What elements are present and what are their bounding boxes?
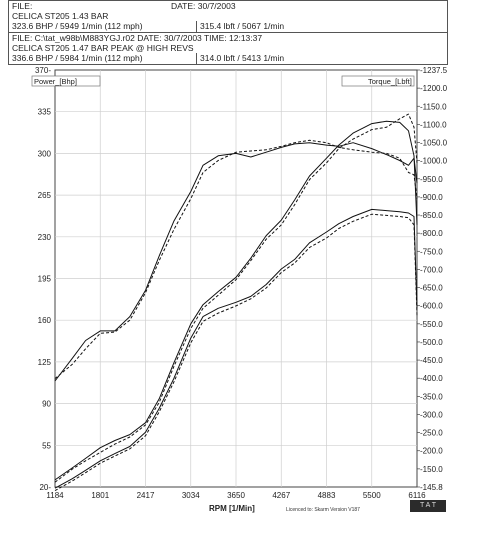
header1-peak-torque: 315.4 lbft / 5067 1/min xyxy=(200,21,285,31)
left-tick-label: 370- xyxy=(35,66,51,75)
x-axis-label: RPM [1/Min] xyxy=(209,504,255,513)
right-tick-label: -700.0 xyxy=(420,265,443,274)
left-axis-label: Power_[Bhp] xyxy=(34,77,77,86)
right-axis-label-box xyxy=(341,75,415,87)
left-tick-label: 55 xyxy=(42,441,51,450)
right-tick-label: -900.0 xyxy=(420,193,443,202)
x-tick-label: 4267 xyxy=(272,491,290,500)
right-tick-label: -850.0 xyxy=(420,211,443,220)
curve-power-2-solid xyxy=(54,208,418,489)
left-tick-label: 195 xyxy=(38,275,52,284)
header2-divider xyxy=(196,53,197,64)
right-tick-label: -200.0 xyxy=(420,447,443,456)
x-tick-label: 5500 xyxy=(363,491,381,500)
left-tick-label: 265 xyxy=(38,191,52,200)
x-tick-label: 3650 xyxy=(227,491,245,500)
right-tick-label: -600.0 xyxy=(420,302,443,311)
right-tick-label: -500.0 xyxy=(420,338,443,347)
left-tick-label: 125 xyxy=(38,358,52,367)
curves xyxy=(54,113,418,492)
x-axis-ticks: 1184 1801 2417 3034 3650 4267 4883 5500 6116 xyxy=(46,491,426,500)
left-axis-label-box xyxy=(31,75,101,87)
header1-title: CELICA ST205 1.43 BAR xyxy=(12,11,109,21)
right-tick-label: -800.0 xyxy=(420,229,443,238)
run-header-2: FILE: C:\tat_w98b\M883YGJ.r02 DATE: 30/7… xyxy=(8,32,448,65)
curve-power-dashed xyxy=(54,113,418,483)
left-tick-label: 160 xyxy=(38,316,52,325)
header2-peak-torque: 314.0 lbft / 5413 1/min xyxy=(200,53,285,63)
left-tick-label: 230 xyxy=(38,233,52,242)
x-tick-label: 1801 xyxy=(91,491,109,500)
right-tick-label: -1237.5 xyxy=(420,66,448,75)
right-tick-label: -350.0 xyxy=(420,392,443,401)
right-tick-label: -1200.0 xyxy=(420,84,448,93)
header2-peak-power: 336.6 BHP / 5984 1/min (112 mph) xyxy=(12,53,143,63)
x-tick-label: 2417 xyxy=(137,491,155,500)
grid xyxy=(55,70,417,487)
left-axis-ticks: 20- 55 90 125 160 195 230 265 300 335 370- xyxy=(35,66,52,492)
right-tick-label: -250.0 xyxy=(420,429,443,438)
header1-file: FILE: xyxy=(12,1,33,11)
header1-date: DATE: 30/7/2003 xyxy=(171,1,236,11)
right-tick-label: -300.0 xyxy=(420,410,443,419)
left-tick-label: 335 xyxy=(38,108,52,117)
header1-divider xyxy=(196,21,197,32)
left-tick-label: 90 xyxy=(42,400,51,409)
curve-power-2-dashed xyxy=(54,213,418,492)
header2-file: FILE: C:\tat_w98b\M883YGJ.r02 DATE: 30/7… xyxy=(12,33,263,43)
right-tick-label: -450.0 xyxy=(420,356,443,365)
right-tick-label: -400.0 xyxy=(420,374,443,383)
licence-text: Licenced to: Skarm Version V187 xyxy=(286,507,360,513)
right-tick-label: -950.0 xyxy=(420,175,443,184)
tat-badge: T A T xyxy=(410,500,446,512)
x-tick-label: 1184 xyxy=(46,491,64,500)
curve-torque-dashed xyxy=(54,139,418,379)
right-axis-ticks: -145.8 -150.0 -200.0 -250.0 -300.0 -350.0 -400… xyxy=(417,66,448,492)
right-tick-label: -1100.0 xyxy=(420,120,447,129)
x-tick-label: 3034 xyxy=(182,491,200,500)
right-tick-label: -145.8 xyxy=(420,483,443,492)
right-tick-label: -550.0 xyxy=(420,320,443,329)
right-axis-label: Torque_[Lbft] xyxy=(368,77,412,86)
header1-peak-power: 323.6 BHP / 5949 1/min (112 mph) xyxy=(12,21,143,31)
right-tick-label: -750.0 xyxy=(420,247,443,256)
right-tick-label: -650.0 xyxy=(420,284,443,293)
x-tick-label: 4883 xyxy=(318,491,336,500)
curve-power-solid xyxy=(54,120,418,481)
run-header-1: FILE: DATE: 30/7/2003 CELICA ST205 1.43 B… xyxy=(8,0,448,33)
x-tick-label: 6116 xyxy=(408,491,426,500)
header2-title: CELICA ST205 1.47 BAR PEAK @ HIGH REVS xyxy=(12,43,194,53)
right-tick-label: -1150.0 xyxy=(420,102,447,111)
right-tick-label: -1000.0 xyxy=(420,157,448,166)
left-tick-label: 20- xyxy=(39,483,51,492)
left-tick-label: 300 xyxy=(38,149,52,158)
right-tick-label: -1050.0 xyxy=(420,139,448,148)
right-tick-label: -150.0 xyxy=(420,465,443,474)
